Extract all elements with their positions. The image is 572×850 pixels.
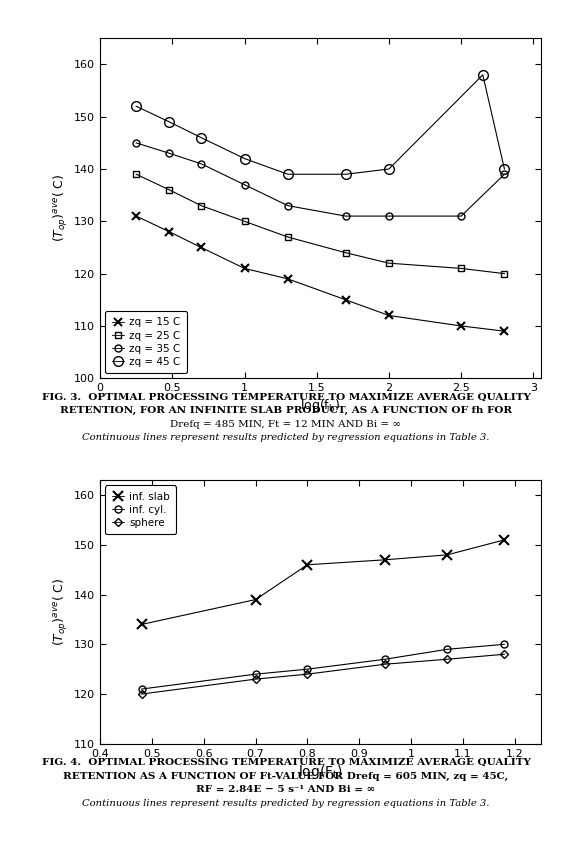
Y-axis label: $(T_{op})^{ave}$( C): $(T_{op})^{ave}$( C) [52,578,70,646]
Text: Drefq = 485 MIN, Ft = 12 MIN AND Bi = ∞: Drefq = 485 MIN, Ft = 12 MIN AND Bi = ∞ [170,420,402,429]
X-axis label: $\mathregular{log(F_t)}$: $\mathregular{log(F_t)}$ [298,762,343,781]
X-axis label: $\mathregular{log(f_h)}$: $\mathregular{log(f_h)}$ [300,397,340,414]
Legend: zq = 15 C, zq = 25 C, zq = 35 C, zq = 45 C: zq = 15 C, zq = 25 C, zq = 35 C, zq = 45… [105,311,187,373]
Text: Continuous lines represent results predicted by regression equations in Table 3.: Continuous lines represent results predi… [82,799,490,808]
Text: RF = 2.84E − 5 s⁻¹ AND Bi = ∞: RF = 2.84E − 5 s⁻¹ AND Bi = ∞ [196,785,376,795]
Y-axis label: $(T_{op})^{ave}$( C): $(T_{op})^{ave}$( C) [52,174,70,242]
Legend: inf. slab, inf. cyl., sphere: inf. slab, inf. cyl., sphere [105,485,176,534]
Text: Continuous lines represent results predicted by regression equations in Table 3.: Continuous lines represent results predi… [82,434,490,443]
Text: RETENTION AS A FUNCTION OF Ft-VALUE FOR Drefq = 605 MIN, zq = 45C,: RETENTION AS A FUNCTION OF Ft-VALUE FOR … [63,772,509,781]
Text: FIG. 3.  OPTIMAL PROCESSING TEMPERATURE TO MAXIMIZE AVERAGE QUALITY: FIG. 3. OPTIMAL PROCESSING TEMPERATURE T… [42,393,530,402]
Text: RETENTION, FOR AN INFINITE SLAB PRODUCT, AS A FUNCTION OF fh FOR: RETENTION, FOR AN INFINITE SLAB PRODUCT,… [60,406,512,416]
Text: FIG. 4.  OPTIMAL PROCESSING TEMPERATURE TO MAXIMIZE AVERAGE QUALITY: FIG. 4. OPTIMAL PROCESSING TEMPERATURE T… [42,758,530,768]
